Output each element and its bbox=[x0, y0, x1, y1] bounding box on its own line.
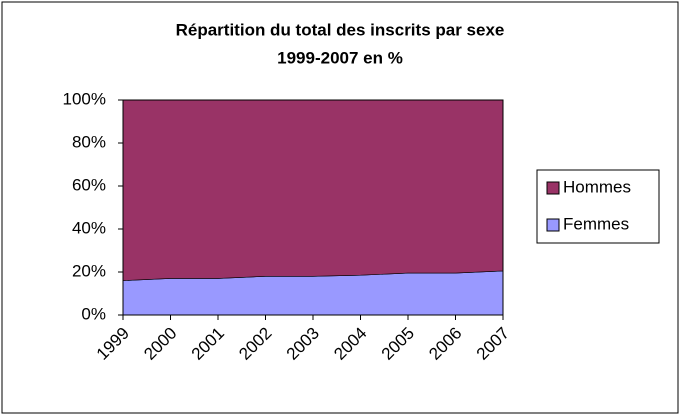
y-tick-label: 80% bbox=[72, 132, 106, 151]
area bbox=[122, 99, 504, 281]
y-tick-label: 40% bbox=[72, 218, 106, 237]
y-tick-label: 60% bbox=[72, 175, 106, 194]
legend-swatch bbox=[546, 181, 560, 195]
chart-subtitle: 1999-2007 en % bbox=[277, 48, 403, 67]
legend-label: Hommes bbox=[563, 177, 631, 196]
y-tick-label: 0% bbox=[81, 304, 106, 323]
legend-swatch bbox=[546, 218, 560, 232]
y-tick-label: 20% bbox=[72, 261, 106, 280]
legend-label: Femmes bbox=[563, 214, 629, 233]
chart-title: Répartition du total des inscrits par se… bbox=[176, 20, 505, 39]
y-tick-label: 100% bbox=[63, 89, 106, 108]
